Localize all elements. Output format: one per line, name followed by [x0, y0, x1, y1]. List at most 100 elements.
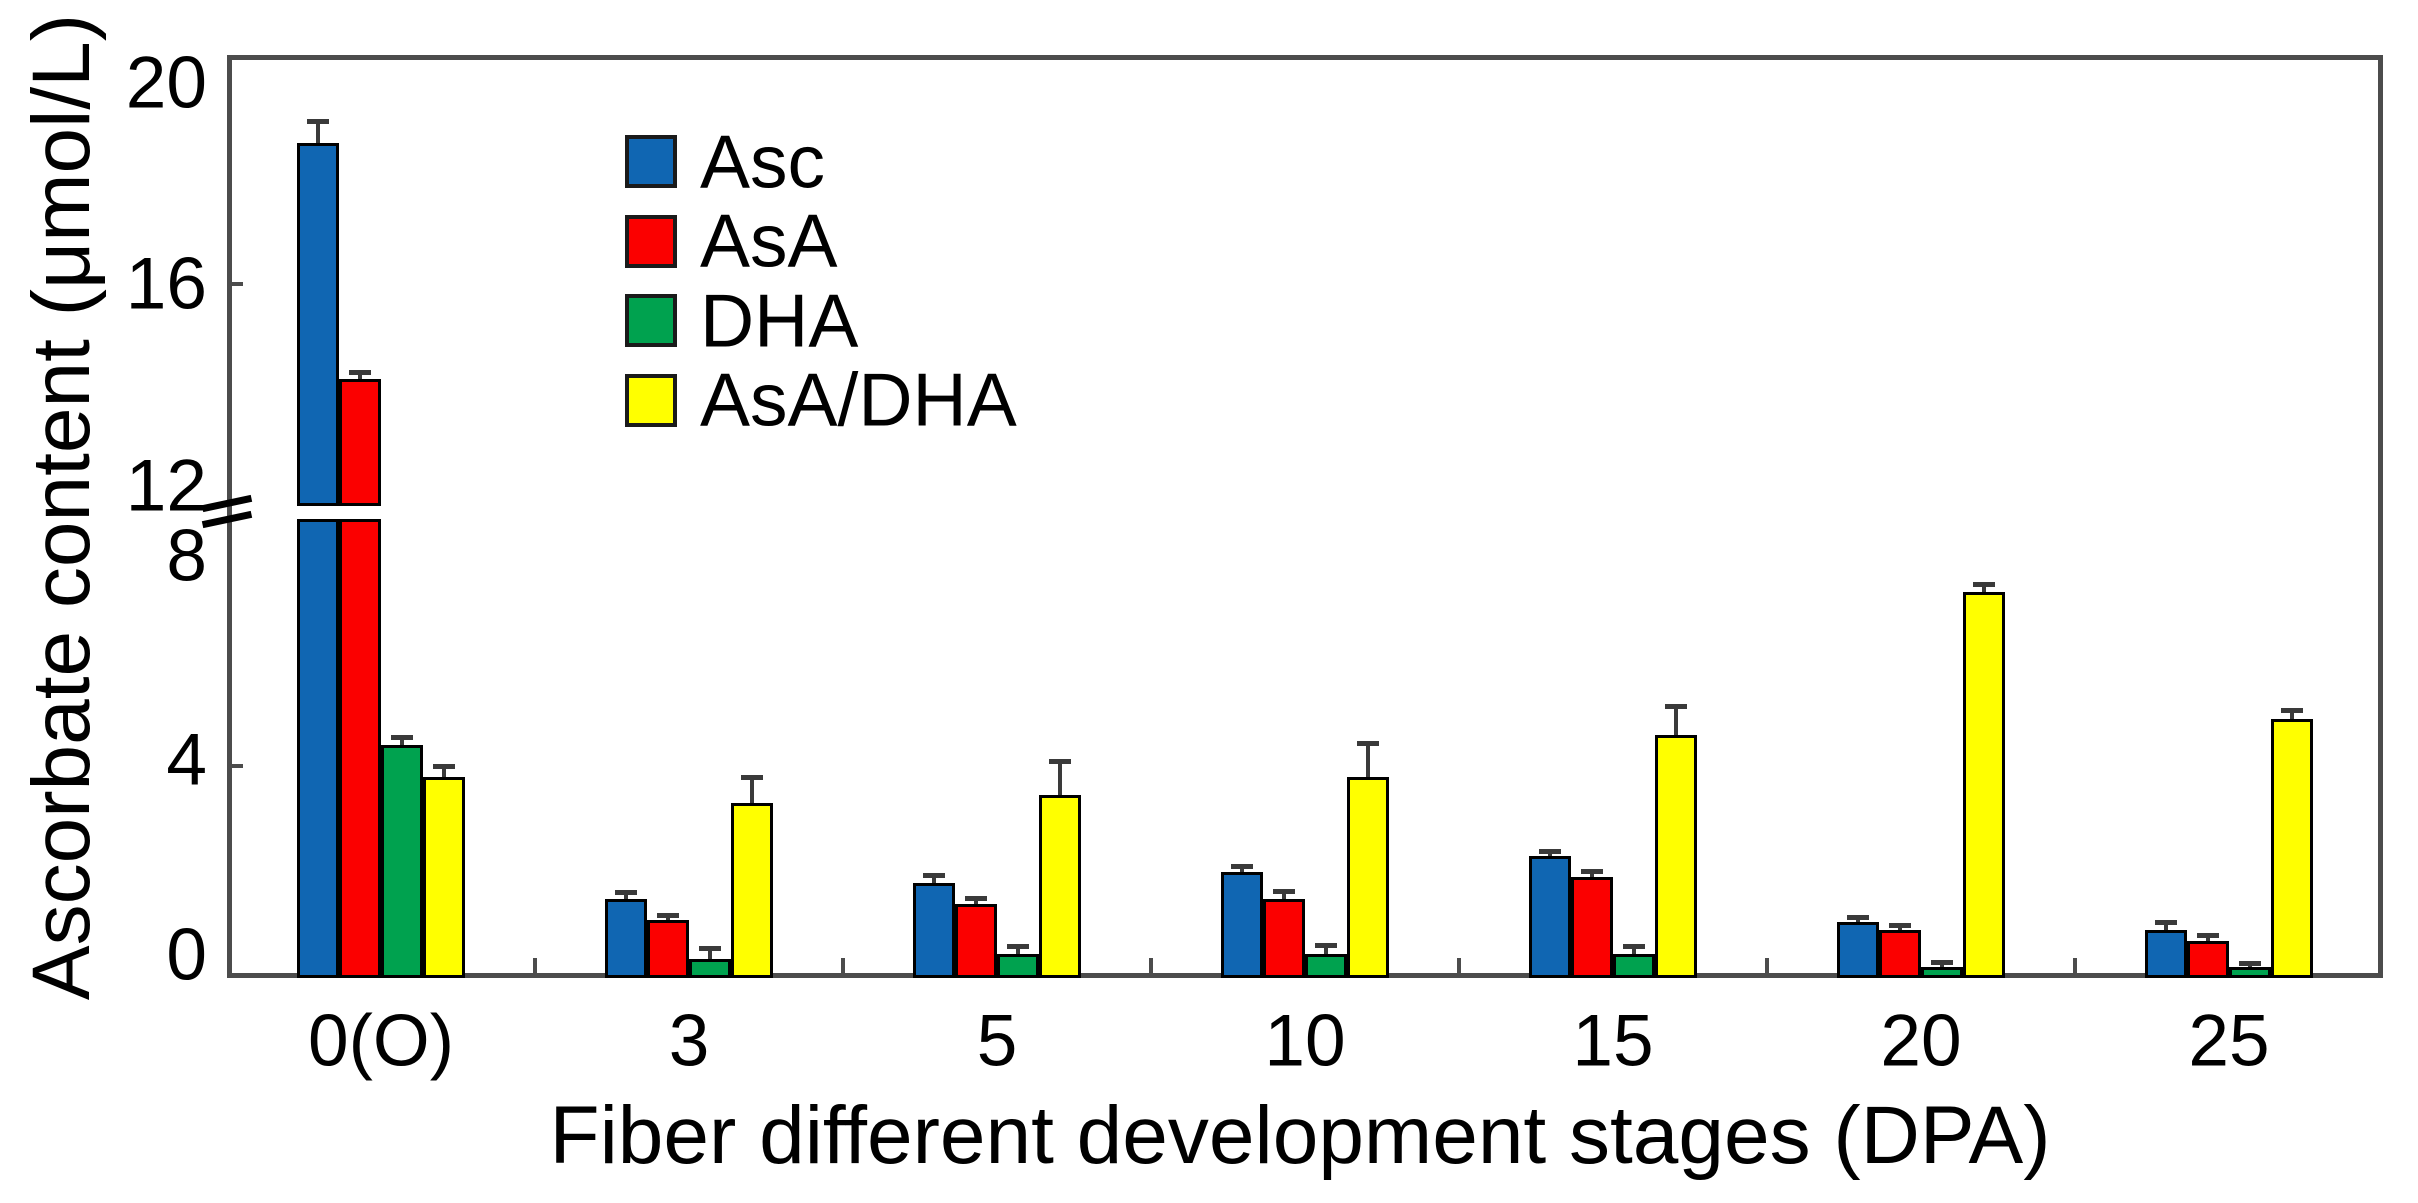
- error-bar-bar-AsA-DHA-3: [750, 776, 754, 804]
- bar-AsA-DHA-20: [1963, 591, 2005, 978]
- error-bar-bar-AsA-DHA-20: [1982, 583, 1986, 592]
- error-bar-bar-AsA-DHA-10: [1366, 742, 1370, 777]
- error-bar-bar-Asc-0O: [316, 120, 320, 144]
- bar-Asc-3: [605, 898, 647, 978]
- error-cap-bar-AsA-25: [2197, 932, 2219, 938]
- error-cap-bar-AsA-3: [657, 912, 679, 918]
- bar-AsA-3: [647, 919, 689, 978]
- legend-swatch-AsA-DHA: [625, 373, 677, 427]
- y-tick-mark-1: [227, 282, 243, 286]
- error-bar-bar-AsA-0O: [358, 371, 362, 380]
- legend-label-AsA: AsA: [700, 198, 838, 283]
- legend-label-Asc: Asc: [700, 119, 826, 203]
- bar-DHA-25: [2229, 967, 2271, 978]
- y-tick-label-0: 0: [166, 914, 207, 996]
- error-bar-bar-AsA-DHA-25: [2290, 709, 2294, 719]
- error-cap-bar-DHA-10: [1315, 943, 1337, 949]
- error-cap-bar-AsA-DHA-3: [741, 774, 763, 780]
- error-cap-bar-AsA-5: [965, 895, 987, 901]
- bar-AsA-15: [1571, 877, 1613, 978]
- bar-DHA-15: [1613, 954, 1655, 978]
- x-tick-label-25: 25: [2188, 1000, 2270, 1082]
- error-bar-bar-Asc-3: [624, 892, 628, 899]
- error-cap-bar-Asc-20: [1847, 915, 1869, 921]
- x-tick-mark-4: [1765, 958, 1769, 974]
- bar-DHA-0O: [381, 745, 423, 978]
- error-cap-bar-Asc-0O: [307, 118, 329, 124]
- error-bar-bar-AsA-15: [1590, 871, 1594, 878]
- bar-Asc-25: [2145, 930, 2187, 978]
- bar-AsA-DHA-10: [1347, 776, 1389, 978]
- bar-Asc-20: [1837, 922, 1879, 978]
- error-bar-bar-AsA-10: [1282, 890, 1286, 899]
- error-cap-bar-DHA-25: [2239, 961, 2261, 967]
- error-cap-bar-AsA-DHA-25: [2281, 707, 2303, 713]
- legend-label-AsA-DHA: AsA/DHA: [700, 357, 1017, 442]
- error-cap-bar-AsA-15: [1581, 869, 1603, 875]
- y-tick-label-12: 12: [125, 445, 207, 527]
- error-cap-bar-Asc-15: [1539, 849, 1561, 855]
- bar-AsA-DHA-25: [2271, 718, 2313, 978]
- bar-AsA-DHA-15: [1655, 734, 1697, 978]
- plot-frame: [227, 55, 2383, 978]
- error-cap-bar-AsA-20: [1889, 923, 1911, 929]
- y-tick-label-8: 8: [166, 515, 207, 597]
- x-tick-mark-2: [1149, 958, 1153, 974]
- error-cap-bar-AsA-DHA-0O: [433, 764, 455, 770]
- bar-AsA-10: [1263, 898, 1305, 978]
- y-tick-label-20: 20: [125, 42, 207, 124]
- error-bar-bar-DHA-5: [1016, 946, 1020, 955]
- bar-AsA-5: [955, 903, 997, 978]
- error-cap-bar-DHA-3: [699, 945, 721, 951]
- x-tick-label-10: 10: [1264, 1000, 1346, 1082]
- bar-AsA-25: [2187, 940, 2229, 978]
- error-bar-bar-AsA-25: [2206, 934, 2210, 941]
- error-bar-bar-Asc-10: [1240, 865, 1244, 873]
- error-cap-bar-Asc-10: [1231, 863, 1253, 869]
- x-tick-label-15: 15: [1572, 1000, 1654, 1082]
- error-cap-bar-AsA-DHA-10: [1357, 740, 1379, 746]
- bar-AsA-DHA-5: [1039, 795, 1081, 978]
- x-tick-mark-1: [841, 958, 845, 974]
- bar-Asc-15: [1529, 856, 1571, 978]
- x-axis-title: Fiber different development stages (DPA): [549, 1090, 2051, 1181]
- bar-DHA-20: [1921, 967, 1963, 978]
- error-bar-bar-AsA-DHA-15: [1674, 705, 1678, 735]
- error-bar-bar-Asc-5: [932, 874, 936, 883]
- error-cap-bar-AsA-10: [1273, 888, 1295, 894]
- y-tick-mark-0: [227, 764, 243, 768]
- bar-Asc-5: [913, 882, 955, 978]
- error-cap-bar-Asc-3: [615, 890, 637, 896]
- x-tick-label-0O: 0(O): [308, 1000, 454, 1082]
- bar-AsA-DHA-3: [731, 803, 773, 978]
- bar-Asc-0O-lower-piece: [297, 519, 339, 978]
- legend-swatch-AsA: [625, 214, 677, 268]
- bar-Asc-10: [1221, 872, 1263, 978]
- bar-DHA-3: [689, 959, 731, 978]
- error-cap-bar-Asc-5: [923, 872, 945, 878]
- x-tick-label-20: 20: [1880, 1000, 1962, 1082]
- error-bar-bar-AsA-5: [974, 897, 978, 904]
- bar-Asc-0O-upper-piece: [297, 143, 339, 506]
- y-tick-label-16: 16: [125, 243, 207, 325]
- error-cap-bar-AsA-0O: [349, 369, 371, 375]
- bar-DHA-5: [997, 954, 1039, 978]
- error-bar-bar-DHA-0O: [400, 737, 404, 746]
- legend-label-DHA: DHA: [700, 278, 859, 362]
- error-cap-bar-AsA-DHA-5: [1049, 759, 1071, 765]
- error-cap-bar-AsA-DHA-15: [1665, 703, 1687, 709]
- error-cap-bar-DHA-0O: [391, 735, 413, 741]
- legend-swatch-DHA: [625, 294, 677, 347]
- error-bar-bar-AsA-DHA-0O: [442, 766, 446, 777]
- x-tick-label-5: 5: [976, 1000, 1018, 1082]
- error-bar-bar-DHA-15: [1632, 946, 1636, 955]
- bar-AsA-0O-upper-piece: [339, 379, 381, 506]
- error-bar-bar-AsA-DHA-5: [1058, 761, 1062, 796]
- x-tick-mark-0: [533, 958, 537, 974]
- error-bar-bar-DHA-3: [708, 947, 712, 960]
- x-tick-label-3: 3: [668, 1000, 710, 1082]
- error-cap-bar-AsA-DHA-20: [1973, 581, 1995, 587]
- bar-AsA-DHA-0O: [423, 776, 465, 978]
- error-cap-bar-DHA-15: [1623, 944, 1645, 950]
